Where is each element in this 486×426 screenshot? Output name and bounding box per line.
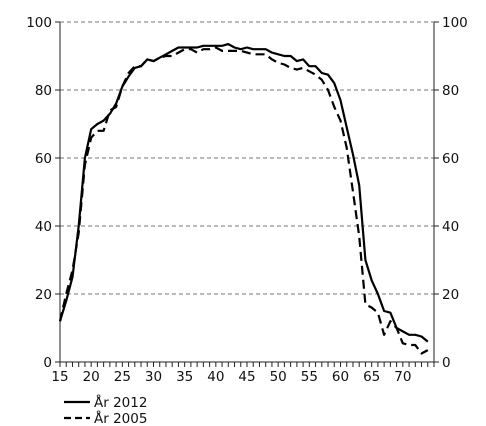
series-lines bbox=[58, 42, 429, 355]
y-tick-label-left: 0 bbox=[43, 355, 52, 371]
x-tick-label: 60 bbox=[332, 369, 349, 385]
series-line-2012 bbox=[58, 42, 429, 343]
right-y-ticks: 0 20 40 60 80 100 bbox=[434, 15, 468, 371]
y-tick-label-right: 0 bbox=[442, 355, 451, 371]
legend-label-2012: År 2012 bbox=[94, 394, 147, 411]
y-tick-label-right: 40 bbox=[442, 219, 459, 235]
y-tick-label-right: 60 bbox=[442, 151, 459, 167]
x-tick-label: 30 bbox=[145, 369, 162, 385]
x-tick-label: 45 bbox=[238, 369, 255, 385]
x-tick-label: 40 bbox=[207, 369, 224, 385]
legend-label-2005: År 2005 bbox=[94, 410, 147, 426]
y-tick-label-left: 100 bbox=[26, 15, 52, 31]
x-ticks: 15 20 25 30 35 40 45 50 55 60 65 70 bbox=[51, 362, 435, 385]
y-tick-label-left: 20 bbox=[35, 287, 52, 303]
y-tick-label-right: 100 bbox=[442, 15, 468, 31]
y-grid bbox=[60, 89, 434, 295]
y-tick-label-left: 60 bbox=[35, 151, 52, 167]
x-tick-label: 65 bbox=[363, 369, 380, 385]
plot-frame bbox=[59, 21, 435, 363]
x-tick-label: 25 bbox=[114, 369, 131, 385]
x-tick-label: 55 bbox=[301, 369, 318, 385]
y-tick-label-right: 80 bbox=[442, 83, 459, 99]
series-line-2005 bbox=[58, 46, 429, 355]
x-tick-label: 50 bbox=[270, 369, 287, 385]
y-tick-label-right: 20 bbox=[442, 287, 459, 303]
x-tick-label: 20 bbox=[83, 369, 100, 385]
y-tick-label-left: 80 bbox=[35, 83, 52, 99]
x-tick-label: 15 bbox=[51, 369, 68, 385]
x-tick-label: 35 bbox=[176, 369, 193, 385]
x-tick-label: 70 bbox=[394, 369, 411, 385]
y-tick-label-left: 40 bbox=[35, 219, 52, 235]
left-y-ticks: 0 20 40 60 80 100 bbox=[26, 15, 60, 371]
